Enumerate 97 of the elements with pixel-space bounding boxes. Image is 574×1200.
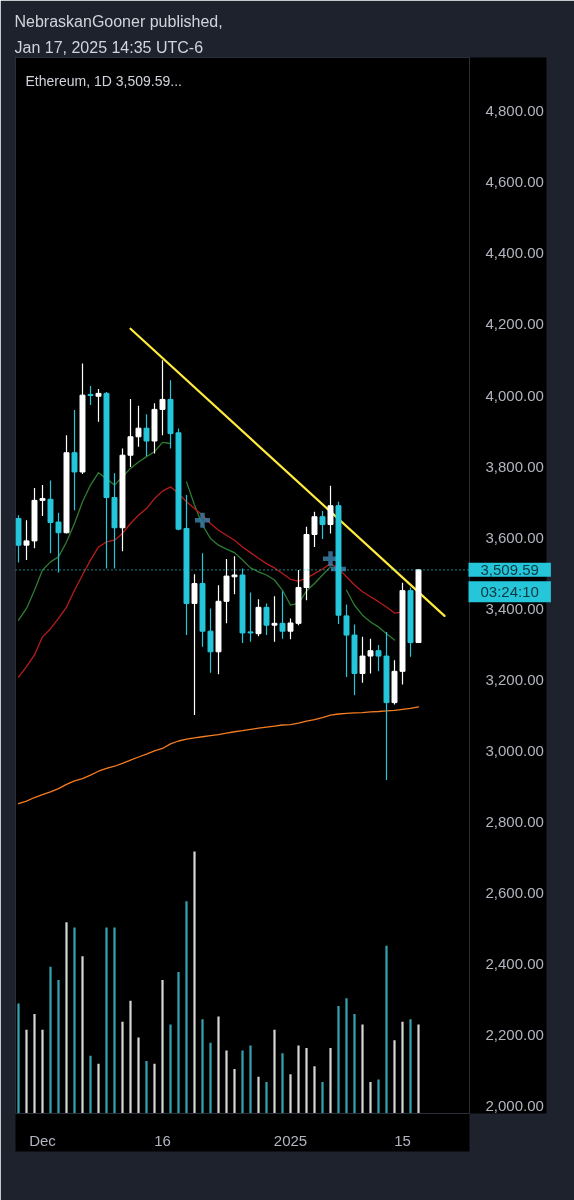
bar bbox=[273, 1029, 276, 1113]
y-tick-label: 2,400.00 bbox=[485, 955, 544, 973]
bar bbox=[17, 1003, 20, 1113]
bar bbox=[49, 966, 52, 1113]
bar bbox=[305, 1048, 308, 1113]
x-tick-label: 16 bbox=[154, 1131, 171, 1149]
candlestick bbox=[279, 590, 286, 640]
bar bbox=[281, 1053, 284, 1113]
y-tick-label: 3,000.00 bbox=[485, 741, 544, 759]
text: Ethereum, 1D 3,509.59... bbox=[25, 72, 182, 89]
bar bbox=[249, 1045, 252, 1113]
bar bbox=[321, 1082, 324, 1113]
candlestick bbox=[359, 636, 366, 684]
bar bbox=[409, 1019, 412, 1113]
x-tick-label: 2025 bbox=[273, 1131, 308, 1149]
bar bbox=[169, 1024, 172, 1113]
bar bbox=[65, 922, 68, 1113]
bar bbox=[25, 1029, 28, 1113]
candlestick bbox=[71, 409, 78, 511]
y-tick-label: 2,000.00 bbox=[485, 1097, 544, 1115]
bar bbox=[153, 1063, 156, 1113]
bar bbox=[129, 1000, 132, 1113]
bar bbox=[265, 1082, 268, 1113]
text: Jan 17, 2025 14:35 UTC-6 bbox=[14, 38, 204, 56]
line-series bbox=[17, 706, 420, 805]
bar bbox=[337, 1006, 340, 1113]
bar bbox=[401, 1021, 404, 1113]
bar bbox=[257, 1076, 260, 1113]
ref-line-label: 3,509.59 bbox=[480, 560, 539, 578]
candlestick bbox=[39, 484, 46, 517]
candlestick bbox=[207, 607, 214, 674]
y-tick-label: 4,000.00 bbox=[485, 386, 544, 404]
candlestick bbox=[263, 602, 270, 636]
candlestick bbox=[143, 413, 150, 457]
x-tick-label: 15 bbox=[394, 1131, 411, 1149]
text: NebraskanGooner published, bbox=[14, 12, 223, 30]
candlestick bbox=[327, 485, 334, 535]
bar bbox=[177, 972, 180, 1113]
bar bbox=[113, 927, 116, 1113]
y-tick-label: 4,200.00 bbox=[485, 315, 544, 333]
bar bbox=[241, 1050, 244, 1113]
candlestick bbox=[287, 617, 294, 640]
candlestick bbox=[95, 388, 102, 423]
bar bbox=[393, 1040, 396, 1113]
bar bbox=[289, 1074, 292, 1113]
point bbox=[192, 510, 213, 531]
y-tick-label: 2,800.00 bbox=[485, 813, 544, 831]
bar bbox=[41, 1029, 44, 1113]
bar bbox=[201, 1019, 204, 1113]
y-tick-label: 4,400.00 bbox=[485, 244, 544, 262]
bar bbox=[313, 1066, 316, 1113]
x-tick-label: Dec bbox=[29, 1131, 57, 1149]
bar bbox=[185, 901, 188, 1113]
y-tick-label: 3,200.00 bbox=[485, 670, 544, 688]
bar bbox=[225, 1050, 228, 1113]
bar bbox=[33, 1013, 36, 1113]
candlestick bbox=[135, 405, 142, 448]
bar bbox=[209, 1042, 212, 1113]
bar bbox=[233, 1068, 236, 1113]
bar bbox=[385, 945, 388, 1113]
bar bbox=[417, 1024, 420, 1113]
candlestick bbox=[343, 603, 350, 678]
bar bbox=[369, 1082, 372, 1113]
bar bbox=[105, 927, 108, 1113]
y-tick-label: 3,800.00 bbox=[485, 457, 544, 475]
bar bbox=[161, 979, 164, 1113]
candlestick bbox=[127, 398, 134, 468]
candlestick bbox=[367, 638, 374, 675]
candlestick bbox=[319, 510, 326, 540]
bar bbox=[329, 1048, 332, 1113]
bar bbox=[121, 1021, 124, 1113]
bar bbox=[89, 1055, 92, 1113]
candlestick bbox=[23, 519, 30, 561]
bar bbox=[145, 1061, 148, 1113]
bar bbox=[81, 956, 84, 1113]
bar bbox=[377, 1079, 380, 1113]
candlestick bbox=[87, 385, 94, 406]
y-tick-label: 3,400.00 bbox=[485, 599, 544, 617]
candlestick bbox=[375, 644, 382, 672]
y-tick-label: 4,600.00 bbox=[485, 173, 544, 191]
bar bbox=[353, 1013, 356, 1113]
text: 03:24:10 bbox=[480, 583, 539, 601]
y-tick-label: 2,200.00 bbox=[485, 1026, 544, 1044]
bar bbox=[73, 927, 76, 1113]
bar bbox=[217, 1016, 220, 1113]
bar bbox=[57, 979, 60, 1113]
y-tick-label: 3,600.00 bbox=[485, 528, 544, 546]
y-tick-label: 2,600.00 bbox=[485, 884, 544, 902]
bar bbox=[193, 851, 196, 1113]
bar bbox=[97, 1063, 100, 1113]
y-tick-label: 4,800.00 bbox=[485, 102, 544, 120]
candlestick bbox=[271, 595, 278, 643]
bar bbox=[137, 1037, 140, 1113]
candlestick bbox=[191, 573, 198, 716]
bar bbox=[297, 1045, 300, 1113]
bar bbox=[361, 1024, 364, 1113]
bar bbox=[345, 998, 348, 1113]
